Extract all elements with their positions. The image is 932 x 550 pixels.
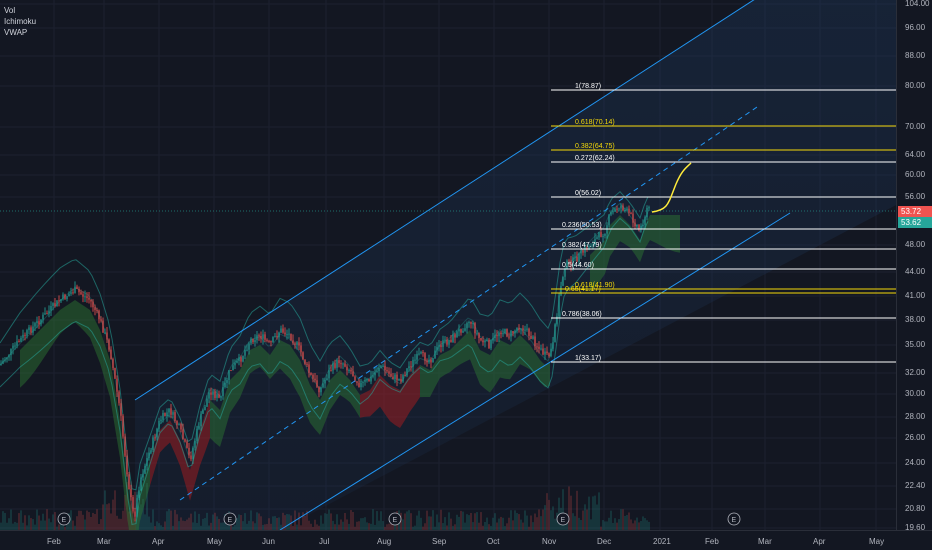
indicator-ichimoku[interactable]: Ichimoku bbox=[4, 17, 37, 26]
price-tick-label: 32.00 bbox=[905, 368, 926, 377]
price-candles bbox=[0, 203, 650, 522]
fib-level-label: 0.5(44.60) bbox=[562, 262, 594, 269]
fib-level-label: 0.236(50.53) bbox=[562, 222, 602, 229]
price-tick-label: 64.00 bbox=[905, 150, 926, 159]
time-tick-label: Mar bbox=[97, 537, 111, 546]
time-tick-label: May bbox=[207, 537, 223, 546]
fib-level-label: 0(56.02) bbox=[575, 190, 601, 197]
time-tick-label: Jul bbox=[319, 537, 330, 546]
fib-level-label: 1(78.87) bbox=[575, 83, 601, 90]
time-axis[interactable]: Feb Mar Apr May Jun Jul Aug Sep Oct Nov Dec 2021 Feb… bbox=[0, 530, 932, 550]
fib-level-label: 0.618(70.14) bbox=[575, 119, 615, 126]
time-tick-label: 2021 bbox=[653, 537, 671, 546]
earnings-marker-label: E bbox=[228, 517, 233, 524]
price-tick-label: 80.00 bbox=[905, 81, 926, 90]
price-chart-area[interactable]: 1(78.87) 0.618(70.14) 0.382(64.75) 0.272(62… bbox=[0, 0, 896, 530]
time-tick-label: Sep bbox=[432, 537, 447, 546]
time-tick-label: Oct bbox=[487, 537, 500, 546]
time-tick-label: Dec bbox=[597, 537, 612, 546]
time-tick-label: May bbox=[869, 537, 885, 546]
earnings-marker-label: E bbox=[393, 517, 398, 524]
fib-level-label: 1(33.17) bbox=[575, 355, 601, 362]
price-tick-label: 60.00 bbox=[905, 170, 926, 179]
earnings-marker-icon[interactable] bbox=[223, 512, 237, 526]
price-tick-label: 26.00 bbox=[905, 433, 926, 442]
time-tick-label: Nov bbox=[542, 537, 557, 546]
ichimoku-cloud bbox=[20, 215, 680, 530]
channel-upper-line[interactable] bbox=[134, 0, 800, 401]
fib-level-label: 0.618(41.90) bbox=[575, 282, 615, 289]
price-tick-label: 96.00 bbox=[905, 23, 926, 32]
fib-level-label: 0.382(47.79) bbox=[562, 242, 602, 249]
price-tick-label: 30.00 bbox=[905, 389, 926, 398]
time-tick-label: Feb bbox=[705, 537, 719, 546]
earnings-marker-label: E bbox=[62, 517, 67, 524]
fibonacci-levels[interactable]: 1(78.87) 0.618(70.14) 0.382(64.75) 0.272(62… bbox=[551, 83, 896, 363]
earnings-marker-icon[interactable] bbox=[388, 512, 402, 526]
price-tick-label: 38.00 bbox=[905, 315, 926, 324]
price-tick-label: 44.00 bbox=[905, 267, 926, 276]
price-tick-label: 28.00 bbox=[905, 412, 926, 421]
ichimoku-lines bbox=[0, 190, 649, 526]
price-tick-label: 20.80 bbox=[905, 504, 926, 513]
time-tick-label: Jun bbox=[262, 537, 275, 546]
earnings-marker-icon[interactable] bbox=[556, 512, 570, 526]
time-tick-label: Apr bbox=[813, 537, 826, 546]
earnings-marker-label: E bbox=[561, 517, 566, 524]
projection-curve[interactable] bbox=[651, 162, 692, 213]
channel-lower-line[interactable] bbox=[279, 212, 791, 530]
indicator-vol[interactable]: Vol bbox=[4, 6, 16, 15]
indicator-vwap[interactable]: VWAP bbox=[4, 28, 28, 37]
fib-level-label: 0.65(41.17) bbox=[565, 286, 601, 293]
last-price-badge: 53.72 bbox=[898, 206, 932, 217]
price-tick-label: 41.00 bbox=[905, 291, 926, 300]
earnings-marker-icon[interactable] bbox=[57, 512, 71, 526]
time-tick-label: Aug bbox=[377, 537, 392, 546]
alt-price-badge: 53.62 bbox=[898, 217, 932, 228]
time-tick-label: Apr bbox=[152, 537, 165, 546]
price-tick-label: 24.00 bbox=[905, 458, 926, 467]
fib-level-label: 0.272(62.24) bbox=[575, 155, 615, 162]
price-tick-label: 48.00 bbox=[905, 240, 926, 249]
parallel-channel-fill bbox=[135, 0, 896, 530]
price-tick-label: 88.00 bbox=[905, 51, 926, 60]
price-axis[interactable]: 104.00 96.00 88.00 80.00 70.00 64.00 60.00 56.0… bbox=[896, 0, 932, 532]
fib-level-label: 0.786(38.06) bbox=[562, 311, 602, 318]
price-tick-label: 104.00 bbox=[905, 0, 930, 8]
price-tick-label: 35.00 bbox=[905, 340, 926, 349]
earnings-marker-icon[interactable] bbox=[727, 512, 741, 526]
price-tick-label: 70.00 bbox=[905, 122, 926, 131]
price-tick-label: 19.60 bbox=[905, 523, 926, 532]
time-tick-label: Mar bbox=[758, 537, 772, 546]
price-tick-label: 56.00 bbox=[905, 192, 926, 201]
price-tick-label: 22.40 bbox=[905, 481, 926, 490]
earnings-marker-label: E bbox=[732, 517, 737, 524]
fib-level-label: 0.382(64.75) bbox=[575, 143, 615, 150]
time-tick-label: Feb bbox=[47, 537, 61, 546]
